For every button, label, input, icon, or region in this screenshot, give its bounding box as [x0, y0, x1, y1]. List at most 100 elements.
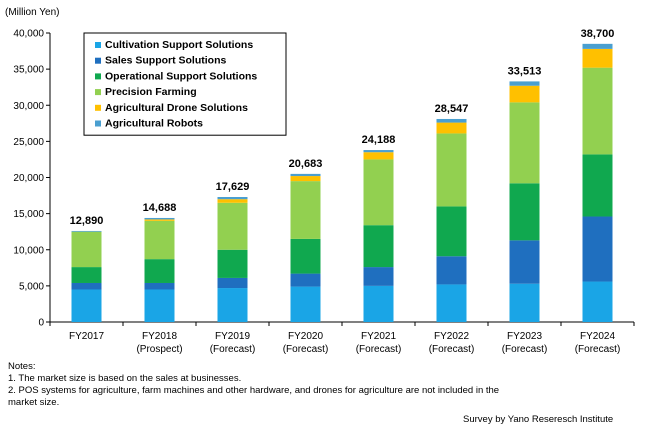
bar-total-label: 12,890 [70, 215, 104, 227]
bar-segment-cultivation-support-solutions [71, 289, 102, 322]
bar-segment-cultivation-support-solutions [217, 288, 248, 322]
y-tick-label: 10,000 [13, 245, 44, 256]
bar-segment-sales-support-solutions [436, 256, 467, 285]
bar-segment-precision-farming [363, 159, 394, 226]
y-tick-label: 25,000 [13, 137, 44, 148]
bar-segment-agricultural-drone-solutions [509, 85, 540, 103]
x-tick-label: FY2021 [361, 331, 396, 342]
x-tick-label: (Forecast) [575, 344, 621, 355]
bar-segment-sales-support-solutions [290, 273, 321, 287]
bar-segment-precision-farming [71, 231, 102, 268]
legend-swatch [95, 42, 101, 48]
x-tick-label: (Forecast) [429, 344, 475, 355]
bar-segment-operational-support-solutions [436, 206, 467, 257]
x-tick-label: FY2020 [288, 331, 323, 342]
bar-segment-operational-support-solutions [144, 259, 175, 283]
bar-segment-sales-support-solutions [217, 277, 248, 289]
bar-segment-cultivation-support-solutions [290, 286, 321, 322]
bar-segment-cultivation-support-solutions [582, 281, 613, 322]
bar-segment-precision-farming [144, 220, 175, 260]
legend-label: Operational Support Solutions [105, 70, 257, 82]
note-line-2: 2. POS systems for agriculture, farm mac… [8, 385, 500, 396]
legend-label: Precision Farming [105, 86, 197, 98]
y-tick-label: 5,000 [19, 281, 44, 292]
bar-total-label: 38,700 [581, 28, 615, 40]
x-tick-label: FY2022 [434, 331, 469, 342]
bar-segment-cultivation-support-solutions [144, 289, 175, 322]
bar-segment-agricultural-drone-solutions [144, 219, 175, 221]
bar-segment-agricultural-robots [509, 81, 540, 86]
notes-title: Notes: [8, 361, 36, 372]
bar-segment-precision-farming [290, 181, 321, 239]
x-tick-label: (Forecast) [283, 344, 329, 355]
bar-segment-agricultural-drone-solutions [363, 152, 394, 160]
legend-label: Cultivation Support Solutions [105, 39, 253, 51]
bar-segment-operational-support-solutions [363, 225, 394, 268]
bar-segment-operational-support-solutions [582, 154, 613, 217]
y-tick-label: 30,000 [13, 101, 44, 112]
bar-segment-sales-support-solutions [363, 267, 394, 286]
bar-segment-agricultural-robots [582, 43, 613, 49]
note-line-1: 1. The market size is based on the sales… [8, 373, 242, 384]
y-tick-label: 20,000 [13, 173, 44, 184]
bar-segment-sales-support-solutions [144, 282, 175, 290]
x-tick-label: (Prospect) [136, 344, 182, 355]
bar-segment-precision-farming [582, 67, 613, 155]
legend-swatch [95, 89, 101, 96]
bar-segment-agricultural-robots [144, 217, 175, 220]
bar-total-label: 20,683 [289, 158, 323, 170]
labels: 12,890 FY2017 14,688 FY2018 (Prospect) 17,629… [69, 28, 620, 355]
y-tick-label: 40,000 [13, 29, 44, 40]
bar-total-label: 17,629 [216, 181, 250, 193]
bar-segment-precision-farming [436, 133, 467, 207]
bar-segment-agricultural-robots [217, 197, 248, 200]
legend-label: Sales Support Solutions [105, 55, 227, 67]
bar-segment-agricultural-robots [71, 230, 102, 232]
bar-segment-agricultural-drone-solutions [217, 199, 248, 203]
y-tick-label: 0 [38, 318, 44, 329]
bars [71, 43, 613, 322]
bar-segment-cultivation-support-solutions [436, 284, 467, 322]
bar-total-label: 24,188 [362, 134, 396, 146]
bar-segment-cultivation-support-solutions [509, 283, 540, 322]
bar-segment-precision-farming [509, 102, 540, 184]
x-tick-label: (Forecast) [356, 344, 402, 355]
bar-segment-agricultural-robots [290, 173, 321, 177]
bar-segment-operational-support-solutions [217, 249, 248, 278]
bar-segment-sales-support-solutions [71, 282, 102, 290]
note-line-3: market size. [8, 397, 60, 408]
legend-label: Agricultural Robots [105, 118, 203, 130]
x-tick-label: FY2024 [580, 331, 615, 342]
bar-segment-precision-farming [217, 202, 248, 250]
bar-segment-agricultural-drone-solutions [436, 122, 467, 134]
y-tick-label: 15,000 [13, 209, 44, 220]
bar-segment-sales-support-solutions [509, 240, 540, 284]
y-tick-label: 35,000 [13, 65, 44, 76]
legend-swatch [95, 57, 101, 64]
bar-segment-sales-support-solutions [582, 216, 613, 282]
bar-segment-agricultural-robots [363, 150, 394, 153]
notes: Notes: 1. The market size is based on th… [8, 361, 499, 409]
bar-segment-agricultural-drone-solutions [582, 48, 613, 68]
legend: Cultivation Support Solutions Sales Suppo… [83, 32, 287, 136]
bar-segment-cultivation-support-solutions [363, 285, 394, 322]
bar-segment-operational-support-solutions [290, 238, 321, 274]
legend-label: Agricultural Drone Solutions [105, 102, 248, 114]
legend-swatch [95, 104, 101, 111]
bar-segment-operational-support-solutions [509, 183, 540, 241]
bar-total-label: 14,688 [143, 202, 177, 214]
legend-swatch [95, 120, 101, 127]
bar-segment-agricultural-drone-solutions [290, 176, 321, 182]
x-tick-label: FY2018 [142, 331, 177, 342]
legend-box [83, 32, 287, 136]
x-tick-label: FY2017 [69, 331, 104, 342]
x-tick-label: (Forecast) [210, 344, 256, 355]
bar-segment-operational-support-solutions [71, 267, 102, 283]
x-tick-label: FY2019 [215, 331, 250, 342]
bar-total-label: 28,547 [435, 103, 469, 115]
x-tick-label: FY2023 [507, 331, 542, 342]
source-credit: Survey by Yano Reseresch Institute [463, 414, 614, 425]
bar-total-label: 33,513 [508, 65, 542, 77]
x-tick-label: (Forecast) [502, 344, 548, 355]
